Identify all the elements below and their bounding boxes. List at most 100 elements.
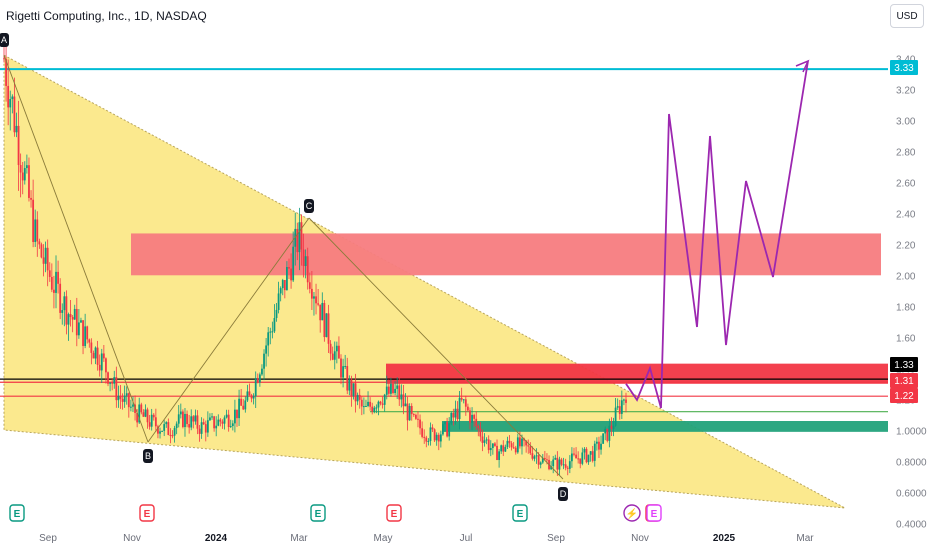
candle-body [59,283,62,313]
point-marker-A [0,33,9,47]
candle-body [439,434,442,442]
candle-body [82,320,84,346]
candle-body [157,426,159,434]
candle-body [98,364,101,371]
candle-body [77,322,80,336]
candle-body [86,326,89,340]
candle-body [577,458,580,460]
candle-body [200,422,203,434]
candle-body [529,446,532,454]
candle-body [525,440,528,446]
y-tick-label: 0.8000 [896,457,927,468]
pattern-triangle [3,54,846,509]
candle-body [196,415,199,429]
candle-body [595,441,598,444]
candle-body [356,394,359,402]
candle-body [236,409,238,419]
candle-body [306,256,309,283]
candle-body [587,454,590,463]
candle-body [73,308,76,320]
candle-body [450,412,453,424]
candle-body [396,385,399,389]
candle-body [9,99,12,108]
candle-body [618,406,621,414]
y-tick-label: 3.20 [896,85,916,96]
candle-body [310,288,313,299]
point-marker-C [304,199,314,213]
point-label-A: A [1,35,7,45]
candle-body [182,411,184,428]
candle-body [34,219,37,243]
event-earnings-label: E [315,509,322,520]
candle-body [217,419,220,426]
candle-body [286,267,288,291]
currency-button[interactable]: USD [890,4,924,28]
candle-body [385,386,388,395]
candle-body [32,199,35,243]
candle-body [142,412,145,417]
pattern-line-BC [147,217,310,443]
candle-body [541,457,544,463]
y-tick-label: 2.80 [896,147,916,158]
candle-body [117,395,120,401]
candle-body [296,228,299,253]
candle-body [625,399,627,403]
candle-body [358,394,361,400]
candle-body [175,423,178,429]
candle-body [550,466,553,470]
candle-body [209,417,211,421]
candle-body [383,394,386,405]
candle-body [444,421,446,425]
x-tick-label: Sep [39,533,57,544]
candle-body [333,351,336,360]
candle-body [433,429,436,441]
point-marker-B [143,449,153,463]
candle-body [479,428,482,437]
candle-body [7,85,10,108]
candle-body [42,257,45,264]
candle-body [616,406,619,408]
candle-body [271,331,274,333]
candle-body [454,408,457,418]
candle-body [256,377,259,383]
candle-body [163,424,166,431]
candle-body [204,424,207,433]
candle-body [273,318,276,332]
y-tick-label: 1.0000 [896,426,927,437]
projection-line [625,60,809,409]
candle-body [566,467,569,469]
candle-body [608,425,611,441]
candle-body [573,453,575,455]
candle-body [288,267,290,269]
price-tag-red-light [890,388,918,403]
candle-body [69,314,72,318]
candle-body [331,353,334,360]
candle-body [620,400,623,414]
candle-body [579,458,582,464]
candle-body [429,427,432,441]
candle-body [40,244,43,258]
candle-body [519,437,521,447]
point-label-D: D [560,489,567,499]
candle-body [471,414,473,423]
candle-body [165,422,168,425]
candle-body [379,401,382,404]
candle-body [71,317,74,320]
candle-body [202,422,205,425]
candle-body [400,394,403,400]
candle-body [55,271,57,293]
price-tag-target [890,60,918,75]
candle-body [23,168,26,181]
candle-body [319,304,322,321]
candle-body [321,302,324,321]
candle-body [458,397,461,420]
candle-body [591,451,594,461]
y-tick-label: 1.80 [896,302,916,313]
candle-body [223,417,226,424]
candle-body [240,398,243,406]
candle-body [267,332,270,346]
candle-body [585,448,588,463]
candle-body [394,388,396,394]
candle-body [261,368,263,375]
